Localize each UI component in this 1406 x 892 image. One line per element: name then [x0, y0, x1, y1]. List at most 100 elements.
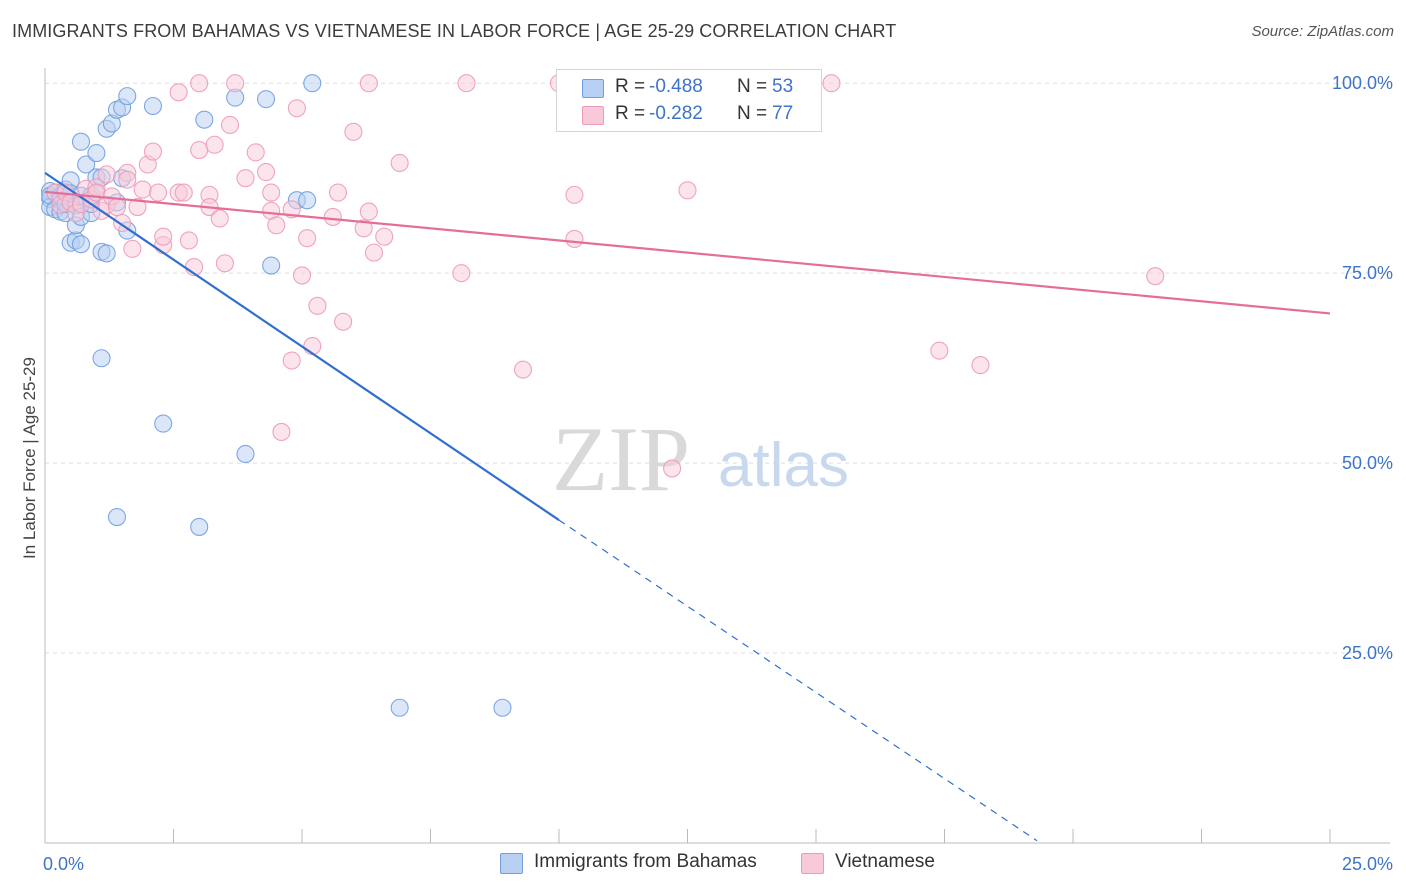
- bahamas-point: [77, 155, 96, 174]
- legend-n-label: N =: [737, 103, 768, 124]
- legend-n-value: 53: [772, 76, 794, 97]
- vietnamese-point: [565, 185, 584, 204]
- legend-n-label: N =: [737, 76, 768, 97]
- bahamas-point: [97, 244, 116, 263]
- bahamas-point: [262, 256, 281, 275]
- bahamas-point: [87, 144, 106, 163]
- vietnamese-point: [220, 115, 240, 135]
- vietnamese-point: [452, 264, 471, 283]
- bahamas-point: [195, 110, 214, 129]
- chart-title: IMMIGRANTS FROM BAHAMAS VS VIETNAMESE IN…: [12, 21, 897, 41]
- legend-swatch-vietnamese: [801, 853, 824, 874]
- vietnamese-point: [328, 183, 348, 202]
- vietnamese-point: [359, 202, 378, 221]
- axes: [44, 68, 1390, 844]
- vietnamese-point: [205, 135, 224, 154]
- watermark: ZIP atlas: [552, 408, 849, 510]
- vietnamese-point: [97, 165, 116, 184]
- bahamas-point: [143, 96, 162, 116]
- vietnamese-point: [308, 296, 327, 315]
- vietnamese-point: [390, 153, 409, 173]
- bahamas-point: [303, 74, 322, 93]
- legend-swatch-bahamas: [500, 853, 523, 874]
- vietnamese-point: [154, 227, 173, 246]
- vietnamese-point: [210, 209, 229, 228]
- series-legend: Immigrants from Bahamas Vietnamese: [0, 851, 1406, 877]
- tick-labels: 100.0% 75.0% 50.0% 25.0% 0.0% 25.0%: [43, 73, 1393, 874]
- bahamas-point: [298, 191, 317, 210]
- vietnamese-point: [1146, 267, 1165, 286]
- vietnamese-point: [457, 74, 476, 93]
- y-tick-label: 50.0%: [1342, 453, 1393, 473]
- data-points: [41, 74, 1165, 717]
- vietnamese-point: [287, 99, 306, 118]
- bahamas-point: [390, 698, 409, 717]
- vietnamese-point: [292, 266, 312, 285]
- vietnamese-point: [354, 219, 373, 238]
- vietnamese-point: [282, 351, 301, 370]
- vietnamese-point: [267, 216, 286, 235]
- x-tick-label: 25.0%: [1342, 854, 1393, 874]
- bahamas-trend-line-extension: [558, 519, 1038, 842]
- legend-swatch-vietnamese: [582, 106, 604, 125]
- vietnamese-point: [246, 143, 265, 162]
- legend-r-value: -0.488: [649, 76, 703, 97]
- vietnamese-point: [143, 142, 162, 161]
- bahamas-point: [118, 87, 137, 106]
- y-tick-label: 25.0%: [1342, 643, 1393, 663]
- bahamas-trend-line: [44, 171, 560, 521]
- vietnamese-point: [118, 170, 137, 189]
- bahamas-point: [236, 444, 255, 464]
- legend-label-bahamas: Immigrants from Bahamas: [534, 851, 757, 872]
- vietnamese-point: [678, 181, 697, 200]
- trend-lines: [44, 171, 1331, 842]
- bahamas-point: [493, 698, 512, 717]
- vietnamese-point: [565, 229, 584, 249]
- legend-r-value: -0.282: [649, 103, 703, 124]
- vietnamese-trend-line: [44, 190, 1331, 315]
- vietnamese-point: [822, 74, 841, 93]
- bahamas-point: [256, 90, 276, 109]
- gridlines: [45, 82, 1390, 654]
- bahamas-point: [107, 507, 127, 527]
- vietnamese-point: [272, 422, 291, 441]
- vietnamese-point: [262, 183, 281, 202]
- watermark-zip: ZIP: [552, 408, 690, 510]
- vietnamese-point: [303, 337, 322, 356]
- vietnamese-point: [971, 356, 990, 375]
- watermark-atlas: atlas: [718, 431, 849, 500]
- legend-r-label: R =: [615, 76, 646, 97]
- source-label: Source: ZipAtlas.com: [1251, 23, 1394, 40]
- vietnamese-point: [226, 74, 245, 93]
- bahamas-point: [154, 414, 173, 433]
- vietnamese-point: [323, 207, 342, 226]
- vietnamese-point: [282, 200, 301, 219]
- vietnamese-point: [169, 83, 188, 102]
- bahamas-point: [92, 349, 111, 368]
- vietnamese-point: [930, 341, 949, 360]
- legend-n-value: 77: [772, 103, 794, 124]
- vietnamese-point: [334, 312, 353, 331]
- x-tick-label: 0.0%: [43, 854, 84, 874]
- vietnamese-point: [298, 229, 317, 248]
- y-tick-label: 75.0%: [1342, 263, 1393, 283]
- vietnamese-point: [663, 459, 682, 478]
- stats-legend: R = -0.488 N = 53 R = -0.282 N = 77: [556, 69, 822, 132]
- vietnamese-point: [123, 239, 142, 258]
- vietnamese-point: [256, 163, 276, 182]
- vietnamese-point: [133, 180, 152, 199]
- vietnamese-point: [359, 74, 378, 93]
- vietnamese-point: [174, 183, 193, 202]
- vietnamese-point: [190, 74, 209, 93]
- legend-r-label: R =: [615, 103, 646, 124]
- vietnamese-point: [107, 197, 127, 217]
- bahamas-point: [71, 132, 91, 151]
- bahamas-point: [190, 517, 209, 536]
- vietnamese-point: [513, 360, 533, 379]
- vietnamese-point: [344, 122, 363, 141]
- legend-swatch-bahamas: [582, 79, 604, 98]
- vietnamese-point: [215, 254, 234, 273]
- vietnamese-point: [190, 141, 209, 160]
- y-tick-label: 100.0%: [1332, 73, 1393, 93]
